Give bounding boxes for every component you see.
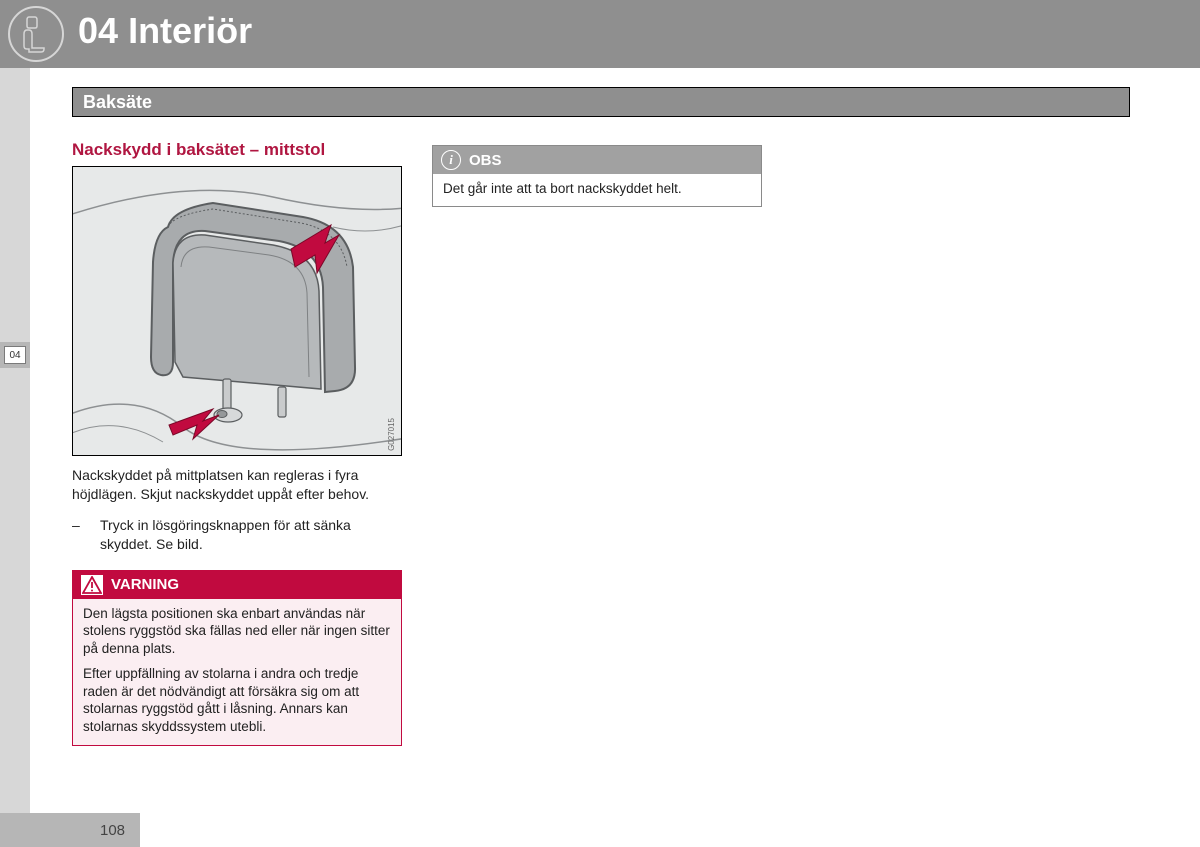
page-number: 108: [100, 822, 125, 839]
obs-header: i OBS: [433, 146, 761, 174]
figure-reference-code: G027015: [387, 418, 396, 451]
chapter-seat-icon: [8, 6, 64, 62]
side-chapter-tab: 04: [0, 342, 30, 368]
subheading-nackskydd: Nackskydd i baksätet – mittstol: [72, 140, 402, 160]
section-title: Baksäte: [83, 92, 152, 113]
warning-box: VARNING Den lägsta positionen ska enbart…: [72, 570, 402, 747]
paragraph-body: Nackskyddet på mittplatsen kan regleras …: [72, 466, 402, 504]
column-1: Nackskydd i baksätet – mittstol: [72, 140, 402, 746]
section-title-box: Baksäte: [72, 87, 1130, 117]
headrest-figure: G027015: [72, 166, 402, 456]
obs-note-box: i OBS Det går inte att ta bort nackskydd…: [432, 145, 762, 207]
obs-body: Det går inte att ta bort nackskyddet hel…: [433, 174, 761, 206]
chapter-number: 04: [78, 10, 118, 51]
column-2: i OBS Det går inte att ta bort nackskydd…: [432, 145, 762, 207]
warning-paragraph-1: Den lägsta positionen ska enbart använda…: [83, 605, 391, 658]
left-margin-strip: [0, 0, 30, 847]
headrest-illustration: [73, 167, 402, 456]
warning-header: VARNING: [73, 571, 401, 599]
bullet-dash: –: [72, 516, 100, 554]
page-number-box: 108: [0, 813, 140, 847]
arrow-press-icon: [169, 409, 219, 439]
chapter-title: 04 Interiör: [78, 10, 252, 52]
warning-body: Den lägsta positionen ska enbart använda…: [73, 599, 401, 746]
chapter-header-bar: 04 Interiör: [0, 0, 1200, 68]
chapter-title-text: Interiör: [128, 10, 252, 51]
obs-label: OBS: [469, 152, 502, 169]
warning-triangle-icon: [81, 575, 103, 595]
seat-icon: [19, 14, 53, 54]
side-chapter-tab-label: 04: [4, 346, 26, 364]
info-icon: i: [441, 150, 461, 170]
bullet-text: Tryck in lösgöringsknappen för att sänka…: [100, 516, 402, 554]
warning-paragraph-2: Efter uppfällning av stolarna i andra oc…: [83, 665, 391, 735]
bullet-item: – Tryck in lösgöringsknappen för att sän…: [72, 516, 402, 554]
warning-label: VARNING: [111, 576, 179, 593]
